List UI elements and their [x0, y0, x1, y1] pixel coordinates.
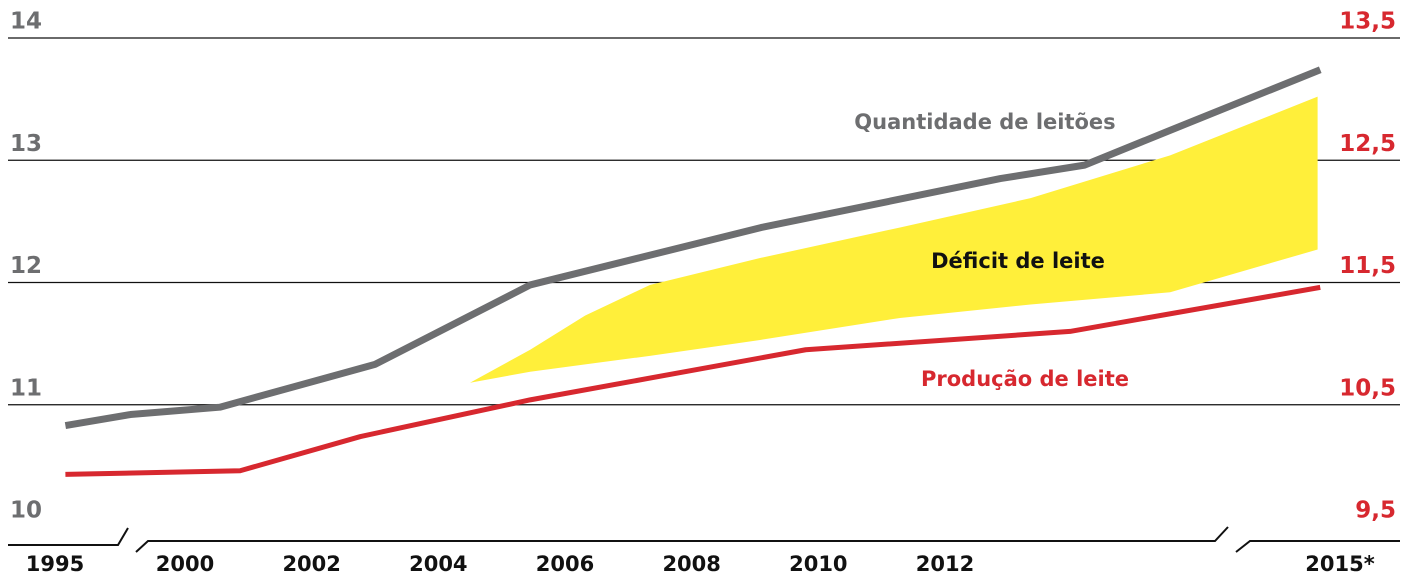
y2-tick-label: 13,5: [1339, 9, 1396, 35]
x-tick-label: 2008: [662, 552, 720, 576]
x-tick-label: 2010: [789, 552, 847, 576]
x-axis-break: [8, 526, 1400, 553]
y2-tick-label: 9,5: [1355, 498, 1396, 524]
y2-tick-label: 12,5: [1339, 131, 1396, 157]
y2-tick-label: 10,5: [1339, 375, 1396, 401]
deficit-band: [470, 96, 1318, 383]
y2-tick-label: 11,5: [1339, 253, 1396, 279]
band-label: Déficit de leite: [931, 249, 1105, 273]
series-line: [64, 66, 1322, 429]
y-tick-label: 11: [10, 375, 42, 401]
series-line: [65, 284, 1321, 477]
x-tick-label: 2006: [536, 552, 594, 576]
y-tick-label: 10: [10, 498, 42, 524]
series-label: Quantidade de leitões: [854, 110, 1115, 134]
y-tick-label: 12: [10, 253, 42, 279]
series-label: Produção de leite: [921, 367, 1129, 391]
y-tick-label: 14: [10, 9, 42, 35]
marks: [64, 66, 1322, 477]
x-tick-label: 2002: [282, 552, 340, 576]
x-tick-label: 2012: [916, 552, 974, 576]
x-tick-label: 2015*: [1305, 552, 1374, 576]
x-tick-label: 2004: [409, 552, 467, 576]
x-tick-label: 1995: [26, 552, 84, 576]
x-tick-label: 2000: [156, 552, 214, 576]
y-tick-label: 13: [10, 131, 42, 157]
